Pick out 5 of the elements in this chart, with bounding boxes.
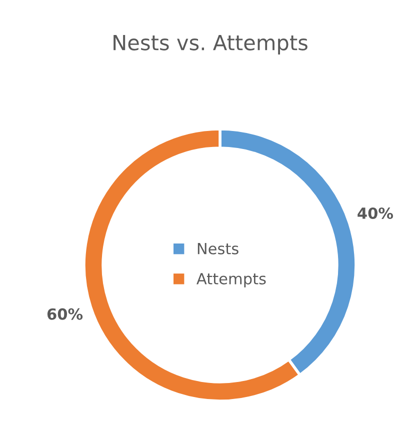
legend-label: Attempts: [196, 273, 266, 288]
data-label: 60%: [47, 308, 83, 320]
chart-title: Nests vs. Attempts: [114, 34, 308, 54]
legend-label: Nests: [198, 243, 238, 254]
data-label: 40%: [358, 207, 394, 219]
